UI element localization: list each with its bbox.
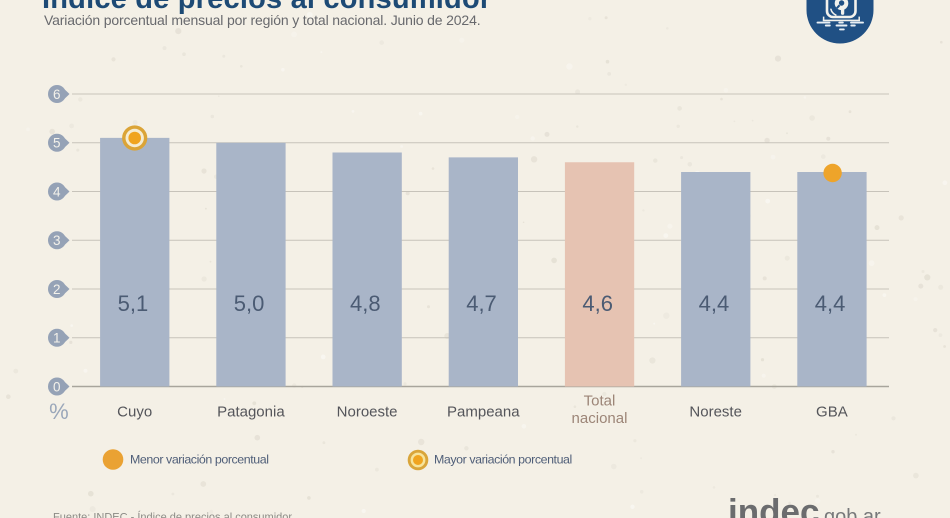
svg-text:Patagonia: Patagonia: [217, 404, 285, 421]
svg-text:4,4: 4,4: [815, 291, 846, 316]
svg-text:4,6: 4,6: [582, 291, 613, 316]
svg-text:Noroeste: Noroeste: [337, 404, 398, 421]
svg-text:Noreste: Noreste: [689, 404, 742, 421]
svg-text:5,0: 5,0: [234, 291, 265, 316]
svg-text:Menor variación porcentual: Menor variación porcentual: [130, 452, 269, 466]
svg-text:Cuyo: Cuyo: [117, 404, 152, 421]
svg-text:Pampeana: Pampeana: [447, 404, 520, 421]
svg-text:nacional: nacional: [572, 410, 628, 427]
svg-text:4,7: 4,7: [466, 291, 497, 316]
svg-text:indec: indec: [728, 493, 819, 518]
svg-text:5: 5: [53, 136, 61, 151]
svg-text:4: 4: [53, 184, 61, 199]
svg-text:6: 6: [53, 87, 61, 102]
svg-text:4,4: 4,4: [699, 291, 730, 316]
svg-text:gob.ar: gob.ar: [824, 506, 881, 518]
svg-text:1: 1: [53, 331, 61, 346]
svg-text:Índice de precios al consumido: Índice de precios al consumidor: [42, 0, 491, 15]
svg-text:4,8: 4,8: [350, 291, 381, 316]
svg-text:5,1: 5,1: [118, 291, 149, 316]
svg-text:Mayor variación porcentual: Mayor variación porcentual: [434, 452, 572, 466]
svg-text:0: 0: [53, 379, 61, 394]
svg-text:Total: Total: [584, 393, 616, 410]
svg-text:GBA: GBA: [816, 404, 848, 421]
svg-text:Variación porcentual mensual p: Variación porcentual mensual por región …: [44, 12, 480, 28]
svg-text:2: 2: [53, 282, 61, 297]
svg-text:Fuente: INDEC - Índice de prec: Fuente: INDEC - Índice de precios al con…: [53, 511, 295, 518]
svg-text:3: 3: [53, 233, 61, 248]
svg-text:%: %: [49, 399, 69, 424]
